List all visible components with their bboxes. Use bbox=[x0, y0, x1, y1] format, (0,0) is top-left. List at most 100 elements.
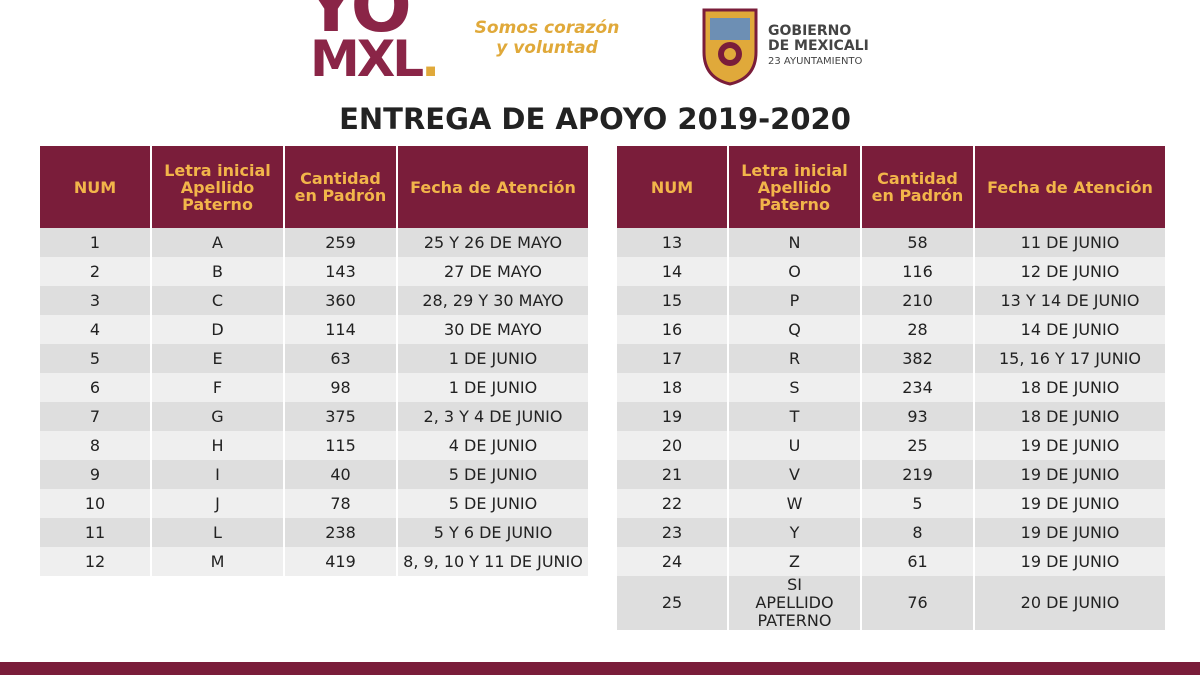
table-row: 14 O 116 12 DE JUNIO bbox=[617, 257, 1165, 286]
table-cell: E bbox=[151, 344, 285, 373]
table-cell: 5 bbox=[40, 344, 152, 373]
table-cell: 234 bbox=[861, 373, 975, 402]
table-row: 24 Z 61 19 DE JUNIO bbox=[617, 547, 1165, 576]
table-cell: 21 bbox=[617, 460, 729, 489]
table-cell: 8 bbox=[40, 431, 152, 460]
table-cell: 14 bbox=[617, 257, 729, 286]
table-row: 13 N 58 11 DE JUNIO bbox=[617, 228, 1165, 257]
header-cell: Cantidad en Padrón bbox=[284, 146, 398, 228]
table-row: 21 V 219 19 DE JUNIO bbox=[617, 460, 1165, 489]
table-cell: 1 DE JUNIO bbox=[397, 373, 588, 402]
table-cell: 18 DE JUNIO bbox=[974, 373, 1165, 402]
table-cell: 19 DE JUNIO bbox=[974, 547, 1165, 576]
table-cell: 8 bbox=[861, 518, 975, 547]
table-cell: G bbox=[151, 402, 285, 431]
table-row: 8 H 115 4 DE JUNIO bbox=[40, 431, 588, 460]
table-row: 12 M 419 8, 9, 10 Y 11 DE JUNIO bbox=[40, 547, 588, 576]
logo-mxl-text: MXL bbox=[310, 30, 424, 88]
table-cell: 18 DE JUNIO bbox=[974, 402, 1165, 431]
header-row: NUM Letra inicial Apellido Paterno Cantida… bbox=[617, 146, 1165, 228]
table-cell: 114 bbox=[284, 315, 398, 344]
table-cell: 28 bbox=[861, 315, 975, 344]
header-cell: Letra inicial Apellido Paterno bbox=[151, 146, 285, 228]
table-cell: 5 Y 6 DE JUNIO bbox=[397, 518, 588, 547]
bottom-stripe bbox=[0, 662, 1200, 675]
table-cell: W bbox=[728, 489, 862, 518]
table-row: 20 U 25 19 DE JUNIO bbox=[617, 431, 1165, 460]
table-row: 17 R 382 15, 16 Y 17 JUNIO bbox=[617, 344, 1165, 373]
table-row: 15 P 210 13 Y 14 DE JUNIO bbox=[617, 286, 1165, 315]
table-cell: D bbox=[151, 315, 285, 344]
table-cell: 210 bbox=[861, 286, 975, 315]
table-cell: 9 bbox=[40, 460, 152, 489]
table-cell: S bbox=[728, 373, 862, 402]
table-row: 22 W 5 19 DE JUNIO bbox=[617, 489, 1165, 518]
table-row: 25 SI APELLIDO PATERNO 76 20 DE JUNIO bbox=[617, 576, 1165, 630]
table-cell: L bbox=[151, 518, 285, 547]
table-cell: 1 bbox=[40, 228, 152, 257]
gov-line: DE MEXICALI bbox=[768, 38, 869, 54]
table-row: 6 F 98 1 DE JUNIO bbox=[40, 373, 588, 402]
header-cell: NUM bbox=[617, 146, 729, 228]
header-cell: Fecha de Atención bbox=[397, 146, 588, 228]
table-cell: O bbox=[728, 257, 862, 286]
table-cell: 20 DE JUNIO bbox=[974, 576, 1165, 630]
table-row: 5 E 63 1 DE JUNIO bbox=[40, 344, 588, 373]
table-row: 18 S 234 18 DE JUNIO bbox=[617, 373, 1165, 402]
table-cell: 17 bbox=[617, 344, 729, 373]
table-cell: 98 bbox=[284, 373, 398, 402]
table-cell: 143 bbox=[284, 257, 398, 286]
slogan-line: Somos corazón bbox=[474, 18, 620, 38]
table-cell: 25 Y 26 DE MAYO bbox=[397, 228, 588, 257]
logo-yo: YO bbox=[305, 0, 412, 48]
table-row: 19 T 93 18 DE JUNIO bbox=[617, 402, 1165, 431]
table-cell: 18 bbox=[617, 373, 729, 402]
table-cell: V bbox=[728, 460, 862, 489]
table-cell: 2 bbox=[40, 257, 152, 286]
table-cell: 12 bbox=[40, 547, 152, 576]
header-row: NUM Letra inicial Apellido Paterno Cantida… bbox=[40, 146, 588, 228]
table-cell: T bbox=[728, 402, 862, 431]
table-cell: 116 bbox=[861, 257, 975, 286]
table-cell: I bbox=[151, 460, 285, 489]
table-row: 3 C 360 28, 29 Y 30 MAYO bbox=[40, 286, 588, 315]
table-cell: 19 DE JUNIO bbox=[974, 460, 1165, 489]
table-cell: C bbox=[151, 286, 285, 315]
table-cell: 20 bbox=[617, 431, 729, 460]
table-row: 11 L 238 5 Y 6 DE JUNIO bbox=[40, 518, 588, 547]
table-cell: Y bbox=[728, 518, 862, 547]
title: ENTREGA DE APOYO 2019-2020 bbox=[339, 102, 851, 136]
table-cell: 7 bbox=[40, 402, 152, 431]
table-cell: 4 DE JUNIO bbox=[397, 431, 588, 460]
table-cell: 25 bbox=[617, 576, 729, 630]
table-cell: Z bbox=[728, 547, 862, 576]
table-cell: 2, 3 Y 4 DE JUNIO bbox=[397, 402, 588, 431]
slogan-line: y voluntad bbox=[496, 38, 598, 58]
government: GOBIERNO DE MEXICALI 23 AYUNTAMIENTO bbox=[768, 24, 869, 69]
data-table: NUM Letra inicial Apellido Paterno Cantida… bbox=[40, 146, 588, 576]
table-cell: A bbox=[151, 228, 285, 257]
table-cell: R bbox=[728, 344, 862, 373]
table-cell: 15, 16 Y 17 JUNIO bbox=[974, 344, 1165, 373]
table-cell: J bbox=[151, 489, 285, 518]
table-row: 2 B 143 27 DE MAYO bbox=[40, 257, 588, 286]
table-row: 16 Q 28 14 DE JUNIO bbox=[617, 315, 1165, 344]
table-cell: 19 bbox=[617, 402, 729, 431]
table-cell: 19 DE JUNIO bbox=[974, 489, 1165, 518]
table-cell: 14 DE JUNIO bbox=[974, 315, 1165, 344]
table-cell: 13 bbox=[617, 228, 729, 257]
table-row: 10 J 78 5 DE JUNIO bbox=[40, 489, 588, 518]
table-cell: 219 bbox=[861, 460, 975, 489]
gov-line: GOBIERNO bbox=[768, 23, 852, 39]
table-cell: 382 bbox=[861, 344, 975, 373]
crest bbox=[702, 8, 758, 86]
table-row: 1 A 259 25 Y 26 DE MAYO bbox=[40, 228, 588, 257]
table-row: 7 G 375 2, 3 Y 4 DE JUNIO bbox=[40, 402, 588, 431]
table-row: 9 I 40 5 DE JUNIO bbox=[40, 460, 588, 489]
table-cell: 58 bbox=[861, 228, 975, 257]
table-cell: 10 bbox=[40, 489, 152, 518]
table-cell: 5 bbox=[861, 489, 975, 518]
table-cell: F bbox=[151, 373, 285, 402]
table-cell: 12 DE JUNIO bbox=[974, 257, 1165, 286]
